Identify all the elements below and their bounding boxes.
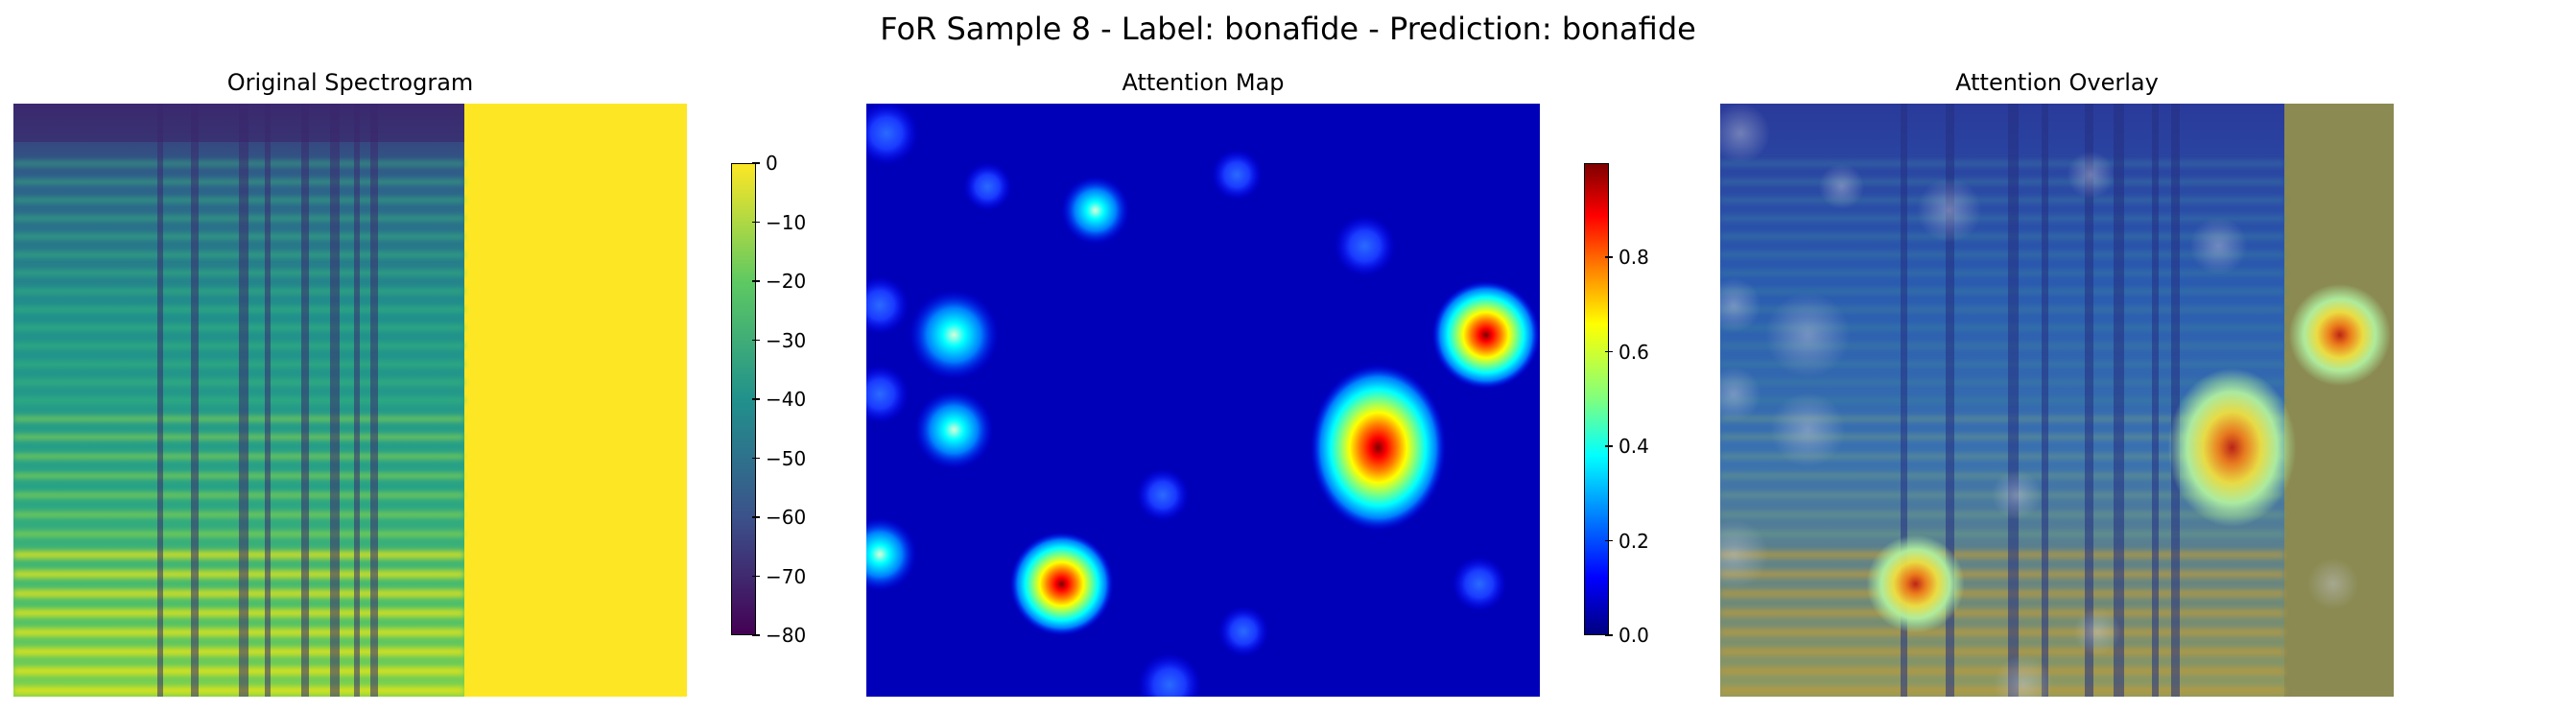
attention-hotspot bbox=[913, 390, 994, 470]
spectrogram-title: Original Spectrogram bbox=[226, 69, 474, 96]
overlay-hotspot bbox=[2288, 283, 2392, 387]
overlay-hotspot bbox=[1764, 292, 1851, 378]
overlay-hotspot bbox=[1916, 178, 1982, 243]
overlay-hotspot bbox=[2067, 151, 2115, 199]
attention-colorbar-tick-label: 0.8 bbox=[1605, 246, 1649, 270]
spectrogram-colorbar-tick-label: −60 bbox=[751, 506, 807, 529]
overlay-hotspot bbox=[1818, 163, 1865, 210]
overlay-hotspot bbox=[1992, 470, 2042, 520]
overlay-hotspot bbox=[1770, 392, 1846, 467]
attention-hotspot bbox=[866, 517, 917, 592]
overlay-hotspot bbox=[2306, 558, 2359, 610]
spectrogram-colorbar bbox=[731, 163, 756, 635]
attention-hotspot bbox=[963, 162, 1012, 211]
spectrogram-colorbar-tick-label: −50 bbox=[751, 446, 807, 470]
spectrogram-colorbar-tick-label: −10 bbox=[751, 210, 807, 234]
attention-hotspot bbox=[1334, 215, 1396, 277]
attention-hotspot bbox=[866, 104, 918, 165]
attention-hotspot bbox=[909, 290, 1000, 380]
overlay-hotspot bbox=[2189, 217, 2248, 275]
attention-hotspot bbox=[1137, 653, 1201, 697]
overlay-title: Attention Overlay bbox=[1955, 69, 2159, 96]
overlay-hotspot bbox=[1720, 104, 1771, 164]
attention-map-image bbox=[866, 104, 1540, 697]
spectrogram-colorbar-tick-label: −70 bbox=[751, 564, 807, 588]
spectrogram-colorbar-tick-label: −20 bbox=[751, 270, 807, 293]
attention-hotspot bbox=[1217, 605, 1269, 657]
overlay-hotspot bbox=[2073, 607, 2121, 655]
attention-colorbar-tick-label: 0.0 bbox=[1605, 624, 1649, 647]
attention-hotspot bbox=[1136, 468, 1190, 522]
attention-hotspot bbox=[1060, 176, 1130, 245]
attention-colorbar-tick-label: 0.4 bbox=[1605, 435, 1649, 459]
attention-hotspot bbox=[1009, 532, 1114, 636]
attention-map-title: Attention Map bbox=[1122, 69, 1285, 96]
spectrogram-colorbar-tick-label: −80 bbox=[751, 624, 807, 647]
attention-hotspot bbox=[1431, 280, 1540, 390]
attention-hotspot bbox=[866, 275, 910, 335]
attention-colorbar-tick-label: 0.6 bbox=[1605, 340, 1649, 364]
spectrogram-colorbar-tick-label: 0 bbox=[752, 152, 778, 175]
spectrogram-colorbar-tick-label: −40 bbox=[751, 388, 807, 411]
overlay-hotspot bbox=[1720, 277, 1761, 333]
overlay-hotspot bbox=[2167, 368, 2297, 528]
figure-title: FoR Sample 8 - Label: bonafide - Predict… bbox=[880, 11, 1696, 47]
overlay-hotspot bbox=[1720, 519, 1769, 590]
overlay-hotspot bbox=[1866, 534, 1965, 633]
attention-hotspot bbox=[1452, 557, 1507, 612]
attention-colorbar-tick-label: 0.2 bbox=[1605, 529, 1649, 553]
overlay-hotspot bbox=[1993, 654, 2054, 697]
attention-hotspot bbox=[1310, 364, 1447, 532]
attention-overlay-image bbox=[1720, 104, 2394, 697]
spectrogram-colorbar-tick-label: −30 bbox=[751, 328, 807, 352]
overlay-hotspot bbox=[1720, 367, 1761, 422]
attention-colorbar bbox=[1584, 163, 1609, 635]
attention-hotspot bbox=[1211, 149, 1263, 201]
attention-hotspot bbox=[866, 365, 910, 423]
spectrogram-image bbox=[13, 104, 687, 697]
